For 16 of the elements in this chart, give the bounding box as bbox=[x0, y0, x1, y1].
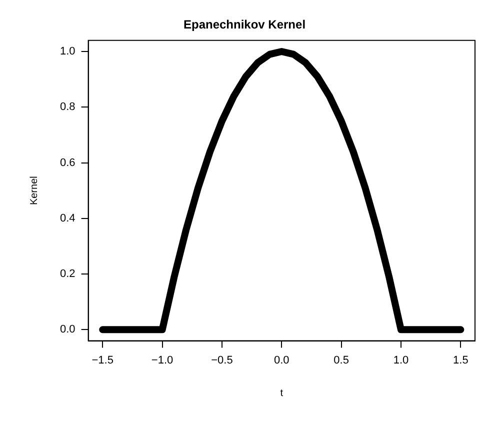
x-tick-label: 0.0 bbox=[274, 354, 290, 366]
x-tick-label: −0.5 bbox=[211, 354, 233, 366]
chart-title: Epanechnikov Kernel bbox=[183, 18, 306, 32]
y-tick-label: 1.0 bbox=[60, 46, 76, 58]
y-tick-label: 0.8 bbox=[60, 101, 76, 114]
x-tick-label: 0.5 bbox=[334, 354, 349, 366]
x-tick-label: −1.0 bbox=[151, 354, 174, 366]
x-tick-label: −1.5 bbox=[92, 354, 114, 366]
y-tick-label: 0.6 bbox=[60, 156, 76, 169]
x-tick-label: 1.0 bbox=[393, 354, 409, 366]
x-axis-title: t bbox=[280, 388, 284, 399]
y-tick-label: 0.0 bbox=[60, 324, 76, 336]
x-tick-label: 1.5 bbox=[453, 354, 468, 366]
y-tick-label: 0.2 bbox=[60, 268, 76, 280]
y-axis-title: Kernel bbox=[28, 176, 40, 206]
y-tick-label: 0.4 bbox=[60, 212, 76, 224]
